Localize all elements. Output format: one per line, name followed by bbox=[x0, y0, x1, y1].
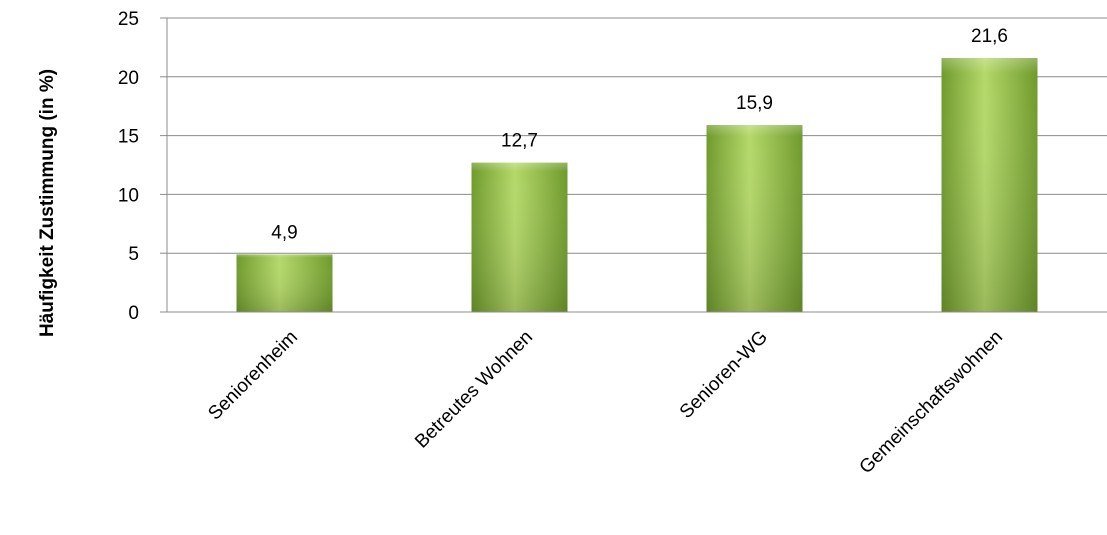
bar-shading bbox=[471, 162, 568, 312]
y-tick-label: 15 bbox=[118, 127, 139, 148]
x-category-label: Gemeinschaftswohnen bbox=[856, 327, 1008, 479]
bar-shading bbox=[706, 125, 803, 313]
bars bbox=[236, 57, 1038, 313]
y-tick-label: 10 bbox=[118, 185, 139, 206]
data-label: 15,9 bbox=[736, 93, 773, 114]
y-tick-label: 5 bbox=[128, 244, 139, 265]
y-tick-label: 0 bbox=[128, 303, 139, 324]
y-tick-label: 25 bbox=[118, 9, 139, 30]
data-label: 21,6 bbox=[971, 26, 1008, 47]
x-category-label: Senioren-WG bbox=[676, 327, 772, 423]
y-axis-title: Häufigkeit Zustimmung (in %) bbox=[37, 69, 58, 337]
data-label: 4,9 bbox=[271, 222, 297, 243]
x-category-label: Seniorenheim bbox=[204, 327, 302, 425]
bar-shading bbox=[941, 57, 1038, 312]
data-label: 12,7 bbox=[501, 131, 538, 152]
bar-shading bbox=[236, 254, 333, 312]
x-category-label: Betreutes Wohnen bbox=[411, 327, 537, 453]
axes bbox=[160, 17, 1107, 313]
y-tick-label: 20 bbox=[118, 68, 139, 89]
